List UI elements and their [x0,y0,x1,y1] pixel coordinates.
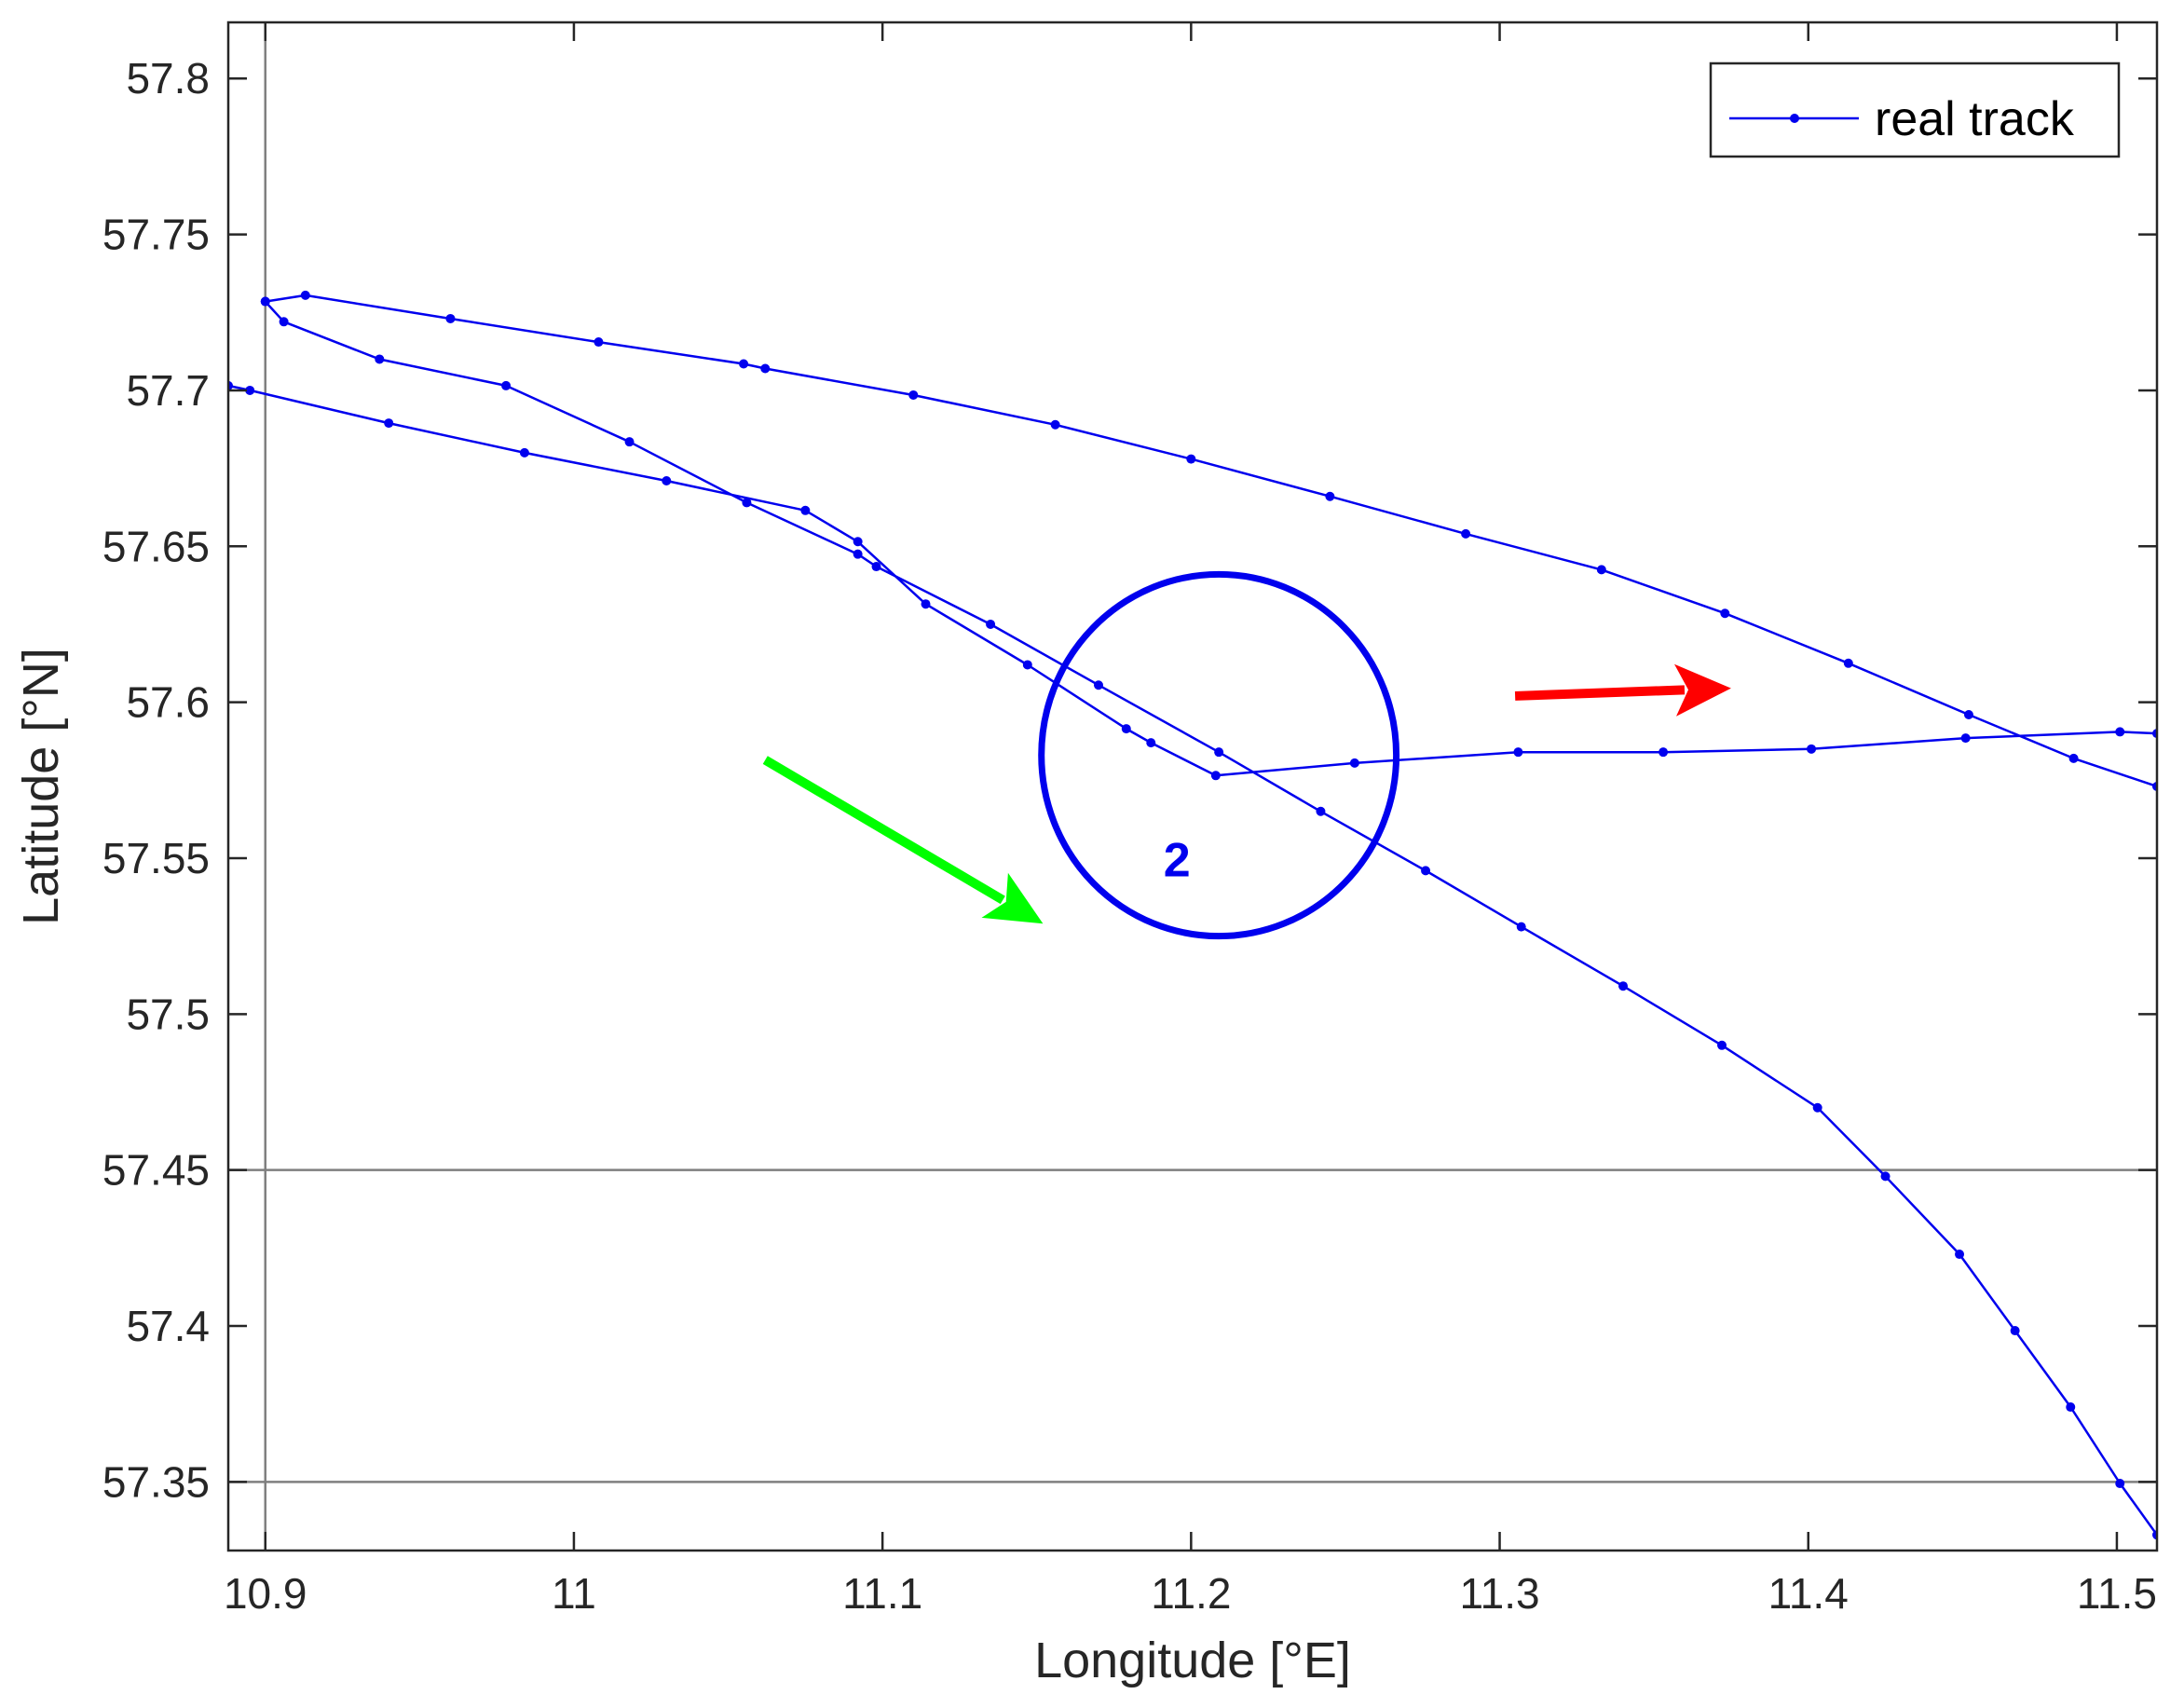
track-point [739,359,749,369]
x-tick-label: 11.4 [1768,1569,1849,1618]
track-point [853,549,863,559]
y-axis-ticks: 57.35 57.4 57.45 57.5 57.55 57.6 57.65 57.7 57.7… [102,54,2157,1506]
red-arrow-head [1674,663,1731,717]
x-tick-label: 11.5 [2077,1569,2157,1618]
x-tick-label: 11.2 [1151,1569,1231,1618]
track-point [853,537,863,547]
track-point [2068,753,2079,763]
y-tick-label: 57.5 [126,990,210,1038]
track-point [800,505,811,515]
track-point [1596,565,1606,575]
track-point [2115,727,2125,737]
y-axis-label: Latitude [°N] [13,648,69,925]
track-point [384,418,394,429]
y-tick-label: 57.75 [102,211,210,259]
track-point [1658,747,1669,758]
track-point [742,498,752,508]
x-tick-label: 10.9 [224,1569,307,1618]
x-axis-label: Longitude [°E] [1034,1633,1351,1688]
track-point [445,313,456,323]
track-point [245,385,255,395]
track-point [519,447,529,458]
track-point [1093,680,1103,690]
legend-marker-sample [1790,114,1799,123]
legend: real track [1709,61,2121,158]
y-tick-label: 57.45 [102,1146,210,1195]
track-point [1717,1040,1727,1050]
track-point [986,619,996,629]
x-tick-label: 11.3 [1459,1569,1539,1618]
track-point [1316,806,1326,816]
track-point [594,337,604,348]
reference-lines [228,22,2157,1551]
track-point [1618,981,1629,991]
track-point [300,290,310,300]
plot-area [228,22,2157,1551]
x-tick-label: 11 [552,1569,596,1618]
track-point [260,296,270,307]
red-arrow-shaft [1514,685,1686,701]
track-point [1843,658,1853,668]
y-tick-label: 57.4 [126,1302,210,1350]
track-point [1022,660,1032,670]
y-tick-label: 57.65 [102,522,210,570]
track-point [871,562,881,572]
track-point [760,363,771,374]
x-axis-ticks: 10.9 11 11.1 11.2 11.3 11.4 11.5 [224,22,2157,1618]
track-point [1807,744,1817,754]
y-tick-label: 57.55 [102,834,210,882]
y-tick-label: 57.35 [102,1457,210,1506]
green-arrow-shaft [762,756,1005,905]
track-point [1349,758,1359,768]
track-point [662,476,672,485]
legend-box [1709,61,2121,158]
track-point [375,354,385,364]
track-point [624,437,635,447]
track-point [1513,747,1523,758]
highlight-circle-label: 2 [1164,834,1191,888]
track-point [1955,1250,1965,1260]
track-point [921,599,931,609]
track-point [501,380,512,390]
y-tick-label: 57.8 [126,54,210,102]
track-point [1325,491,1335,501]
track-point [1050,419,1060,430]
green-arrow-head [981,872,1044,924]
track-point [1210,771,1221,781]
track-point [1880,1171,1891,1182]
track-point [1720,608,1730,619]
track-point [1812,1102,1822,1113]
track-point [2066,1402,2076,1413]
highlight-circle [1038,570,1400,940]
track-point [908,389,919,400]
track-point [1421,866,1431,876]
track-point [1963,710,1973,720]
track-point [1146,738,1156,748]
x-tick-label: 11.1 [842,1569,922,1618]
track-point [279,317,289,327]
track-point [2115,1479,2125,1489]
track-point [1516,922,1526,932]
track-point [1186,454,1196,464]
legend-entry-label: real track [1875,92,2075,146]
track-point [1960,733,1971,744]
series-layer [228,290,2157,1540]
y-tick-label: 57.6 [126,678,210,727]
track-point [1214,747,1224,758]
plot-frame [226,20,2159,1552]
track-point [1121,724,1131,734]
track-point [2010,1326,2020,1336]
annotation-layer: 2 [762,570,1731,940]
track-point [1461,528,1471,539]
y-tick-label: 57.7 [126,366,210,415]
